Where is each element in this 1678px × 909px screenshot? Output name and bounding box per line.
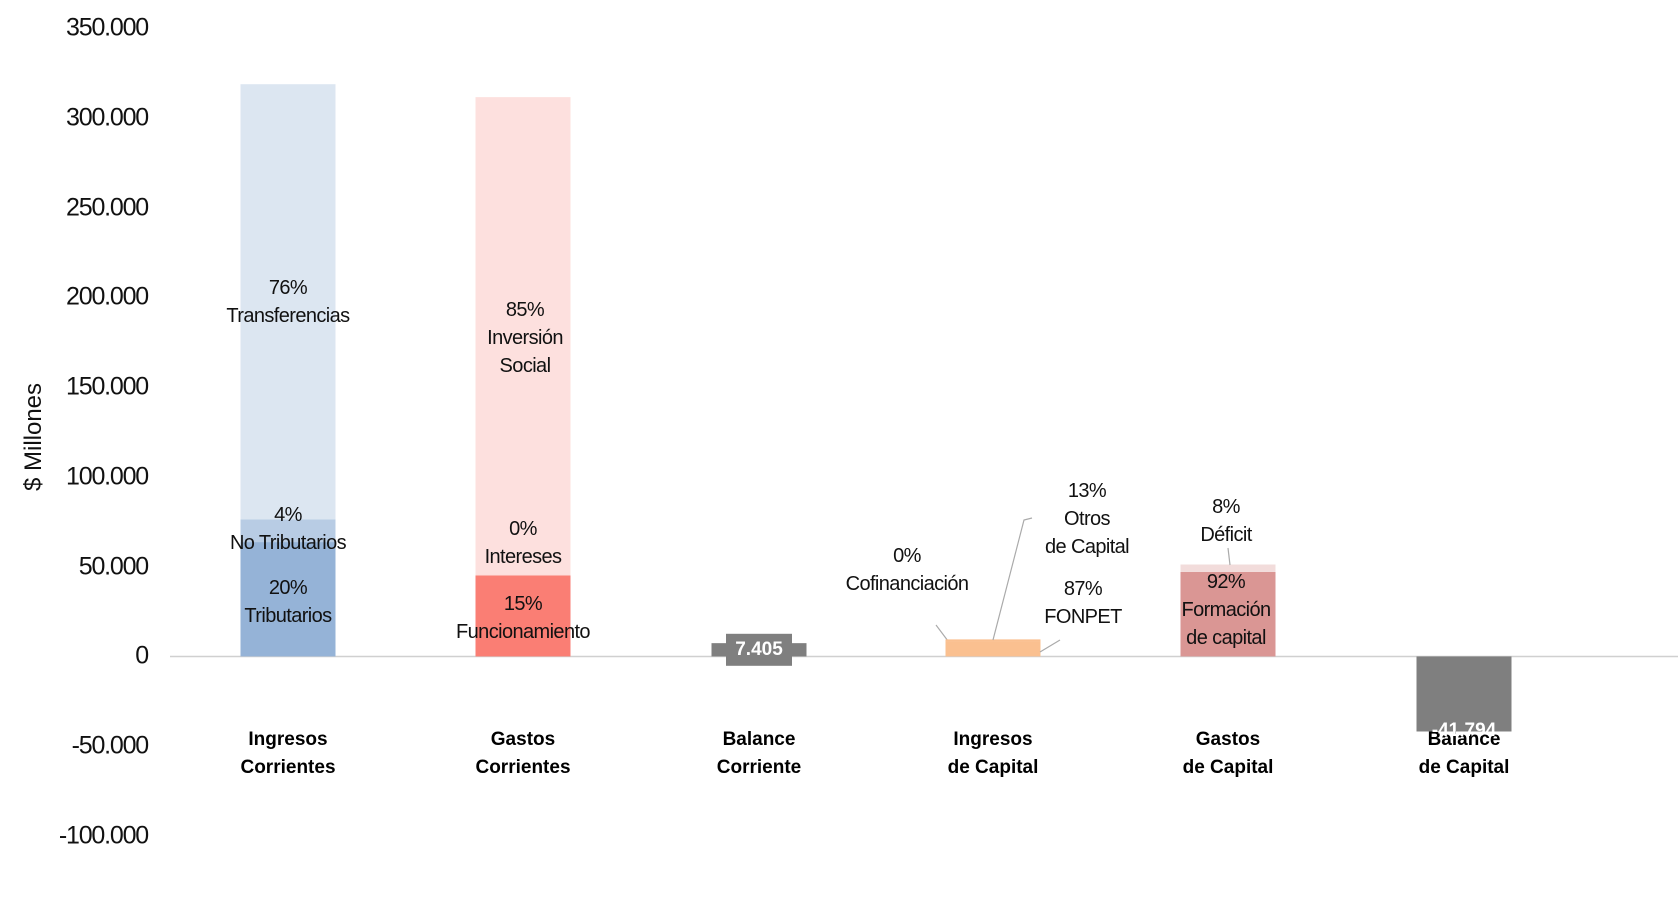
bar-segment [240,519,336,543]
segment-share: 15% [503,593,543,615]
segment-share: 4% [274,504,302,526]
y-tick-label: 350.000 [66,13,149,42]
y-tick-label: 50.000 [78,552,149,581]
bar-segment [240,84,336,520]
x-tick-label: Ingresos Corrientes [240,729,336,778]
bar-segment [475,574,571,576]
bar-segment [475,575,571,657]
segment-name: Inversión Social [487,327,563,377]
segment-share: 92% [1206,571,1246,593]
value-label-box [726,633,792,666]
segment-label: 15% Funcionamiento [456,590,591,646]
segment-label: 8% Déficit [1200,493,1252,549]
segment-share: 87% [1063,578,1103,600]
bar [1416,656,1512,732]
segment-share: 8% [1212,496,1240,518]
x-tick-label: Gastos Corrientes [475,729,571,778]
segment-name: No Tributarios [229,532,347,554]
segment-share: 20% [268,577,308,599]
segment-label: 0% Intereses [485,515,562,571]
y-tick-label: 150.000 [66,372,149,401]
y-tick-label: 250.000 [66,193,149,222]
segment-name: FONPET [1044,606,1122,628]
bar-segment [1180,564,1276,572]
segment-name: Formación de capital [1181,599,1271,649]
leader-line [1227,547,1231,566]
segment-name: Transferencias [226,305,350,327]
bar-segment [1180,571,1276,657]
value-label: 7.405 [735,638,783,660]
segment-share: 76% [268,277,308,299]
segment-name: Cofinanciación [845,573,969,595]
y-tick-label: -50.000 [71,731,150,760]
segment-name: Otros de Capital [1044,508,1130,558]
segment-name: Intereses [484,546,562,568]
bar-segment [945,639,1041,642]
segment-label: 92% Formación de capital [1181,568,1271,652]
segment-label: 0% Cofinanciación [846,542,969,598]
segment-label: 85% Inversión Social [487,296,563,380]
x-tick-label: Balance de Capital [1418,729,1510,778]
bar-segment [945,641,1041,657]
segment-share: 13% [1067,480,1107,502]
x-tick-label: Balance Corriente [716,729,802,778]
bar-segment [240,542,336,657]
leader-line [935,624,949,642]
leader-line [992,517,1033,641]
segment-name: Déficit [1200,524,1252,546]
leader-line [1039,639,1061,653]
y-tick-label: 200.000 [66,282,149,311]
y-tick-label: 100.000 [66,462,149,491]
segment-share: 85% [505,299,545,321]
segment-share: 0% [509,518,537,540]
y-tick-label: -100.000 [58,821,149,850]
segment-label: 4% No Tributarios [229,501,347,557]
x-tick-label: Ingresos de Capital [947,729,1039,778]
segment-label: 20% Tributarios [244,574,332,630]
segment-share: 0% [893,545,921,567]
bar-segment [475,97,571,575]
segment-label: 76% Transferencias [226,274,350,330]
segment-label: 13% Otros de Capital [1044,477,1130,561]
segment-name: Tributarios [244,605,332,627]
y-axis-title: $ Millones [20,382,47,492]
y-tick-label: 300.000 [66,103,149,132]
value-label: -41.794 [1431,720,1497,742]
x-tick-label: Gastos de Capital [1182,729,1274,778]
y-tick-label: 0 [135,641,149,670]
segment-name: Funcionamiento [456,621,591,643]
segment-label: 87% FONPET [1044,575,1122,631]
